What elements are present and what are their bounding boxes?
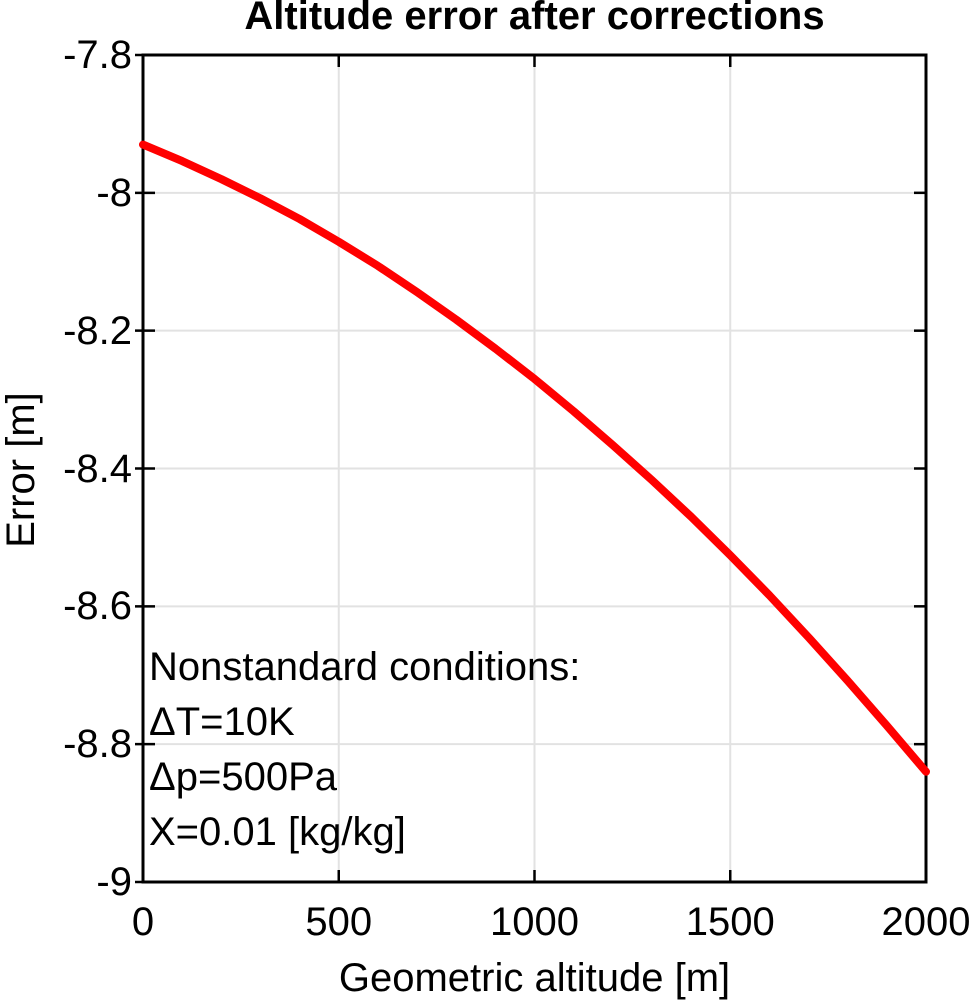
x-axis-label: Geometric altitude [m] xyxy=(338,956,731,1000)
y-tick-label: -8 xyxy=(96,170,132,215)
x-tick-label: 2000 xyxy=(881,900,969,944)
x-tick-label: 1000 xyxy=(490,900,579,944)
y-tick-label: -8.2 xyxy=(63,308,132,353)
x-tick-label: 1500 xyxy=(685,900,775,944)
annotation-line-humidity: X=0.01 [kg/kg] xyxy=(149,810,406,854)
x-tick-label: 0 xyxy=(131,900,155,944)
annotation-line-delta-p: Δp=500Pa xyxy=(149,755,337,799)
chart-title: Altitude error after corrections xyxy=(244,0,825,38)
y-tick-label: -9 xyxy=(96,860,132,904)
x-tick-label: 500 xyxy=(305,900,373,944)
annotation-line-delta-t: ΔT=10K xyxy=(149,700,295,744)
y-tick-label: -8.4 xyxy=(63,446,132,491)
y-tick-label: -8.6 xyxy=(63,584,132,629)
y-tick-label: -7.8 xyxy=(63,33,132,77)
y-tick-label: -8.8 xyxy=(63,722,132,767)
annotation-box: Nonstandard conditions: ΔT=10K Δp=500Pa … xyxy=(149,640,580,860)
altitude-error-curve xyxy=(139,140,930,776)
annotation-line-conditions: Nonstandard conditions: xyxy=(149,645,581,689)
